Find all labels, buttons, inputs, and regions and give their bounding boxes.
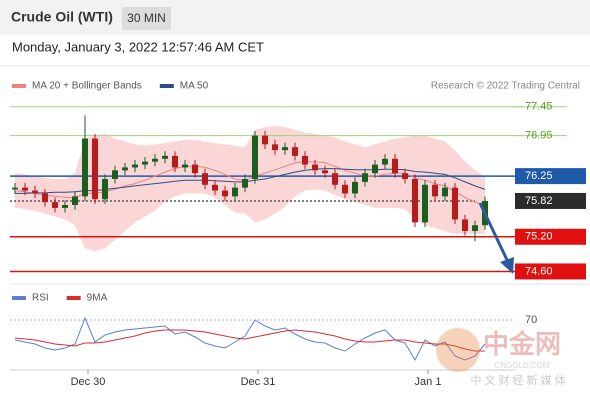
candle-body <box>242 179 248 188</box>
candle-body <box>142 161 148 165</box>
candle-body <box>312 164 318 171</box>
level-box <box>515 228 586 245</box>
candle-body <box>412 179 418 223</box>
legend-swatch <box>66 296 81 300</box>
candle-body <box>342 184 348 194</box>
legend-swatch <box>12 84 26 88</box>
candle-body <box>392 158 398 174</box>
candle-body <box>152 158 158 162</box>
candle-body <box>202 173 208 185</box>
watermark-tag: 中 文 财 经 新 媒 体 <box>470 373 565 387</box>
candle-body <box>292 147 298 156</box>
candle-body <box>332 173 338 185</box>
candle-body <box>72 196 78 205</box>
candle-body <box>422 184 428 223</box>
level-label: 76.95 <box>525 130 553 142</box>
rsi-line <box>14 329 485 352</box>
header-bar <box>0 0 590 35</box>
candle-body <box>212 184 218 191</box>
arrow-head <box>500 257 514 274</box>
candle-body <box>132 164 138 168</box>
x-tick-label: Dec 30 <box>71 376 106 388</box>
legend-swatch <box>159 84 174 88</box>
watermark-sub: CNGOLD.COM <box>494 361 549 370</box>
legend-label: 9MA <box>87 293 108 304</box>
candle-body <box>302 155 308 165</box>
level-label: 75.20 <box>525 231 553 243</box>
candle-body <box>32 190 38 194</box>
candle-body <box>382 158 388 165</box>
candle-body <box>172 155 178 168</box>
legend-label: MA 20 + Bollinger Bands <box>32 81 142 92</box>
legend-label: MA 50 <box>180 81 209 92</box>
candle-body <box>462 219 468 231</box>
credit: Research © 2022 Trading Central <box>431 81 580 92</box>
candle-body <box>282 147 288 151</box>
watermark: 中金网 CNGOLD.COM 中 文 财 经 新 媒 体 <box>436 328 566 387</box>
level-box <box>515 263 586 280</box>
candle-body <box>442 187 448 197</box>
y-tick-label: 70 <box>525 314 537 326</box>
candle-body <box>12 187 18 190</box>
level-label: 74.60 <box>525 265 553 277</box>
level-label: 77.45 <box>525 101 553 113</box>
candle-body <box>352 181 358 194</box>
candle-body <box>102 179 108 200</box>
candle-body <box>182 164 188 168</box>
candle-body <box>192 164 198 174</box>
candle-body <box>92 138 98 200</box>
level-label: 75.82 <box>525 195 553 207</box>
candle-body <box>222 190 228 197</box>
candle-body <box>272 144 278 151</box>
interval[interactable]: 30 MIN <box>127 11 166 25</box>
candle-body <box>372 164 378 174</box>
candle-body <box>122 167 128 171</box>
watermark-logo <box>436 328 480 372</box>
legend-label: RSI <box>32 293 49 304</box>
title: Crude Oil (WTI) <box>11 9 113 25</box>
candle-body <box>52 202 58 208</box>
bollinger-band <box>15 125 485 252</box>
rsi-line <box>14 316 486 362</box>
watermark-text: 中金网 <box>483 329 561 359</box>
candle-body <box>112 170 118 179</box>
level-label: 76.25 <box>525 170 553 182</box>
candle-body <box>432 184 438 197</box>
candle-body <box>252 135 258 179</box>
candle-body <box>262 135 268 145</box>
interval-badge[interactable] <box>122 7 171 30</box>
level-box <box>515 168 586 185</box>
candle-body <box>402 173 408 179</box>
candle-body <box>42 193 48 203</box>
x-tick-label: Dec 31 <box>241 376 276 388</box>
x-tick-label: Jan 1 <box>415 376 442 388</box>
candle-body <box>62 205 68 208</box>
datetime: Monday, January 3, 2022 12:57:46 AM CET <box>12 39 264 54</box>
candle-body <box>362 173 368 182</box>
candle-body <box>452 187 458 220</box>
candle-body <box>322 170 328 174</box>
candle-body <box>162 155 168 159</box>
candle-body <box>232 187 238 197</box>
candle-body <box>82 138 88 197</box>
candle-body <box>472 225 478 231</box>
level-box <box>515 192 586 209</box>
arrow-shaft <box>478 202 510 263</box>
candle-body <box>22 187 28 191</box>
legend-swatch <box>12 296 26 300</box>
projection-arrow <box>478 202 514 274</box>
